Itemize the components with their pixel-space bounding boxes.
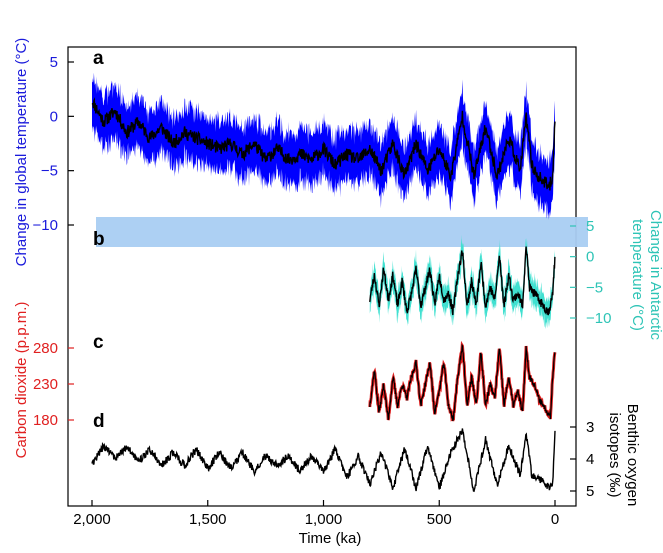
carbon-dioxide-axis-title: Carbon dioxide (p.p.m.): [13, 302, 30, 459]
antarctic-temperature-range-band: [369, 234, 555, 330]
carbon-dioxide-tick-label-2: 180: [33, 412, 58, 429]
global-temperature-axis-title: Change in global temperature (°C): [13, 38, 30, 267]
antarctic-temperature-tick-label-3: −10: [586, 310, 611, 327]
time-axis-title: Time (ka): [299, 530, 362, 547]
antarctic-temperature-axis-title: Change in Antarctic temperature (°C): [629, 210, 663, 341]
plot-frame: [67, 46, 577, 507]
global-temperature-tick-label-1: 0: [50, 108, 58, 125]
time-tick-label-4: 0: [551, 511, 559, 528]
antarctic-temperature-axis: 5 0 −5 −10: [570, 218, 611, 327]
time-tick-label-0: 2,000: [73, 511, 111, 528]
highlight-band: [96, 217, 588, 247]
time-tick-label-2: 1,000: [305, 511, 343, 528]
antarctic-temperature-line: [369, 246, 556, 316]
benthic-title-line-1: Benthic oxygen: [624, 404, 641, 507]
global-temperature-tick-label-2: −5: [41, 163, 58, 180]
benthic-oxygen-tick-label-2: 5: [586, 483, 594, 500]
time-axis: 2,000 1,500 1,000 500 0: [73, 500, 559, 528]
antarctic-temperature-tick-label-2: −5: [586, 279, 603, 296]
antarctic-title-line-2: temperature (°C): [629, 219, 646, 331]
benthic-oxygen-series: [91, 428, 556, 493]
global-temperature-tick-label-0: 5: [50, 54, 58, 71]
panel-letter-c: c: [93, 332, 104, 353]
carbon-dioxide-series: [369, 343, 556, 422]
panel-letter-d: d: [93, 411, 105, 432]
carbon-dioxide-axis: 280 230 180: [33, 340, 74, 429]
carbon-dioxide-line: [369, 343, 556, 422]
panel-letter-b: b: [93, 229, 105, 250]
antarctic-temperature-tick-label-1: 0: [586, 249, 594, 266]
benthic-oxygen-axis-title: Benthic oxygen isotopes (‰): [606, 404, 641, 507]
benthic-oxygen-axis: 3 4 5: [570, 419, 594, 500]
carbon-dioxide-tick-label-1: 230: [33, 376, 58, 393]
antarctic-temperature-band-area: [369, 234, 555, 330]
benthic-title-line-2: isotopes (‰): [606, 412, 623, 497]
global-temperature-line: [91, 97, 556, 191]
global-temperature-tick-label-3: −10: [33, 217, 58, 234]
panel-letter-a: a: [93, 48, 104, 69]
antarctic-title-line-1: Change in Antarctic: [647, 210, 663, 341]
benthic-oxygen-line: [91, 428, 556, 493]
global-temperature-axis: 5 0 −5 −10: [33, 54, 74, 234]
time-tick-label-3: 500: [427, 511, 452, 528]
antarctic-temperature-series: [369, 246, 556, 316]
time-tick-label-1: 1,500: [189, 511, 227, 528]
carbon-dioxide-tick-label-0: 280: [33, 340, 58, 357]
benthic-oxygen-tick-label-0: 3: [586, 419, 594, 436]
global-temperature-series: [91, 97, 556, 191]
benthic-oxygen-tick-label-1: 4: [586, 451, 594, 468]
antarctic-temperature-tick-label-0: 5: [586, 218, 594, 235]
